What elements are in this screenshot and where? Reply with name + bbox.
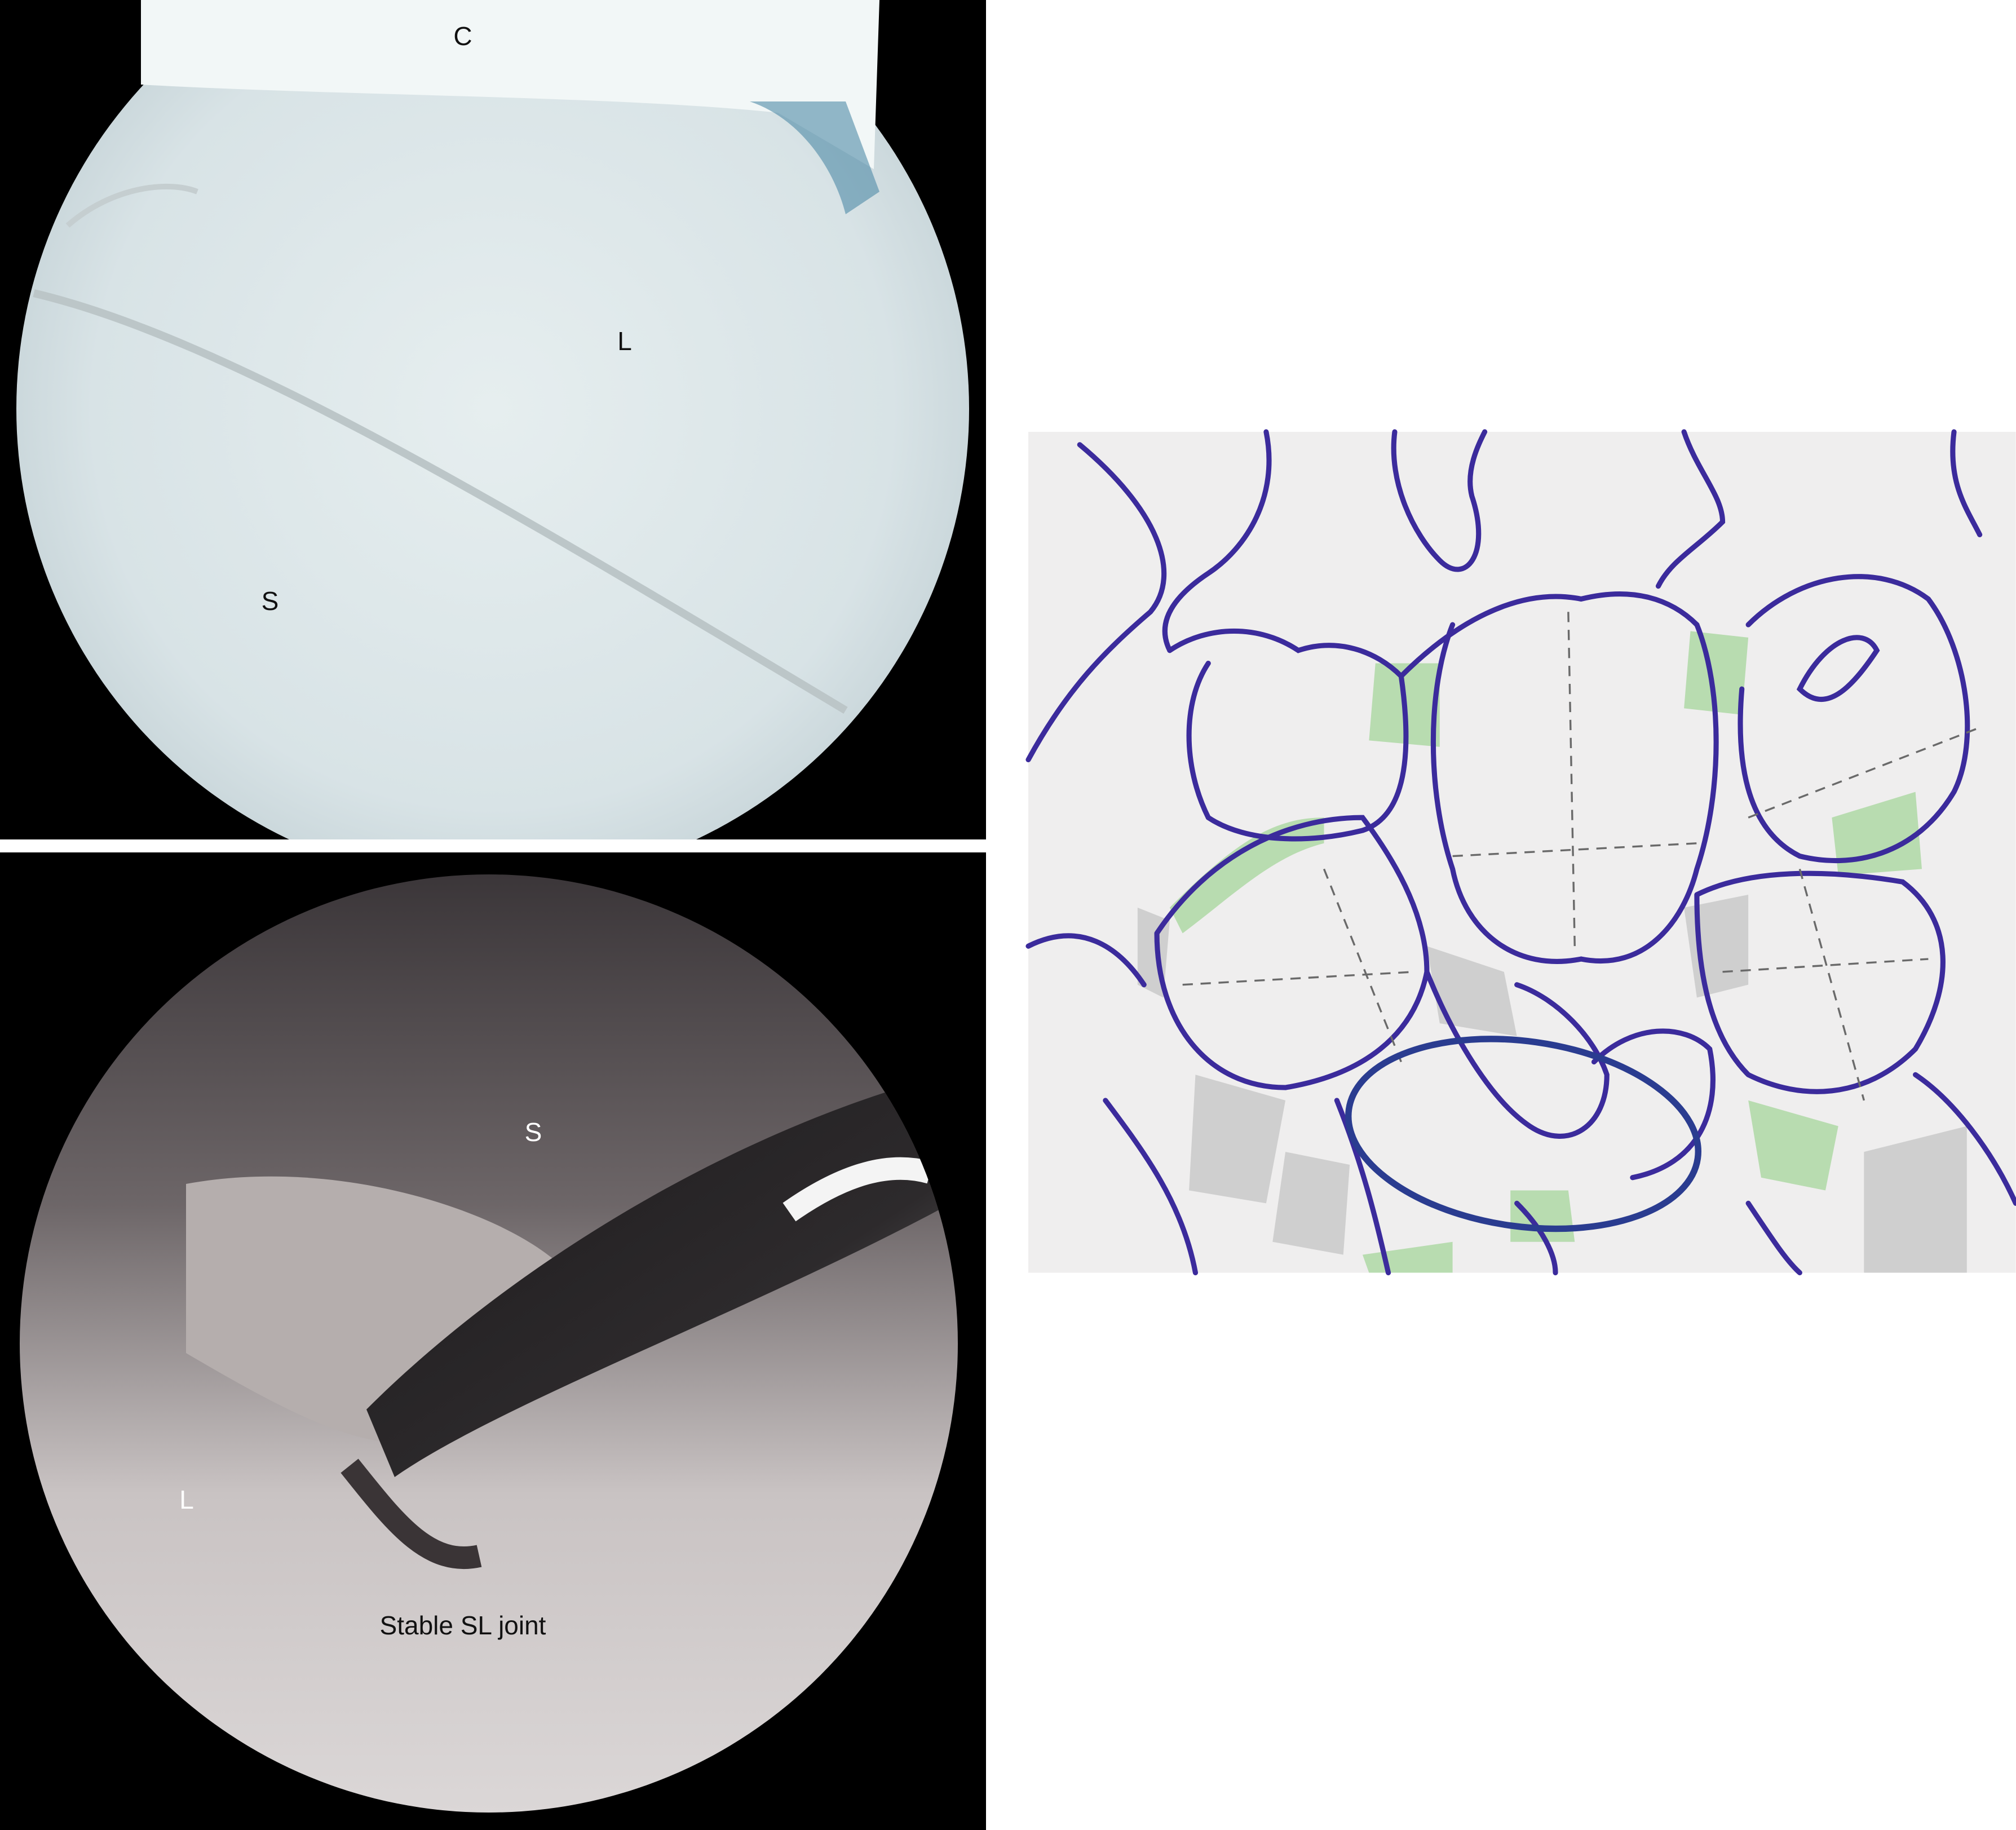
bottom-panel: S L Stable SL joint bbox=[0, 852, 986, 1830]
sl-circle bbox=[1345, 1036, 1701, 1232]
wrist-drawing bbox=[1025, 429, 2016, 1276]
axis-lines bbox=[1182, 612, 1980, 1101]
scaphoid-surface bbox=[186, 1176, 564, 1443]
top-panel: C L S bbox=[0, 0, 986, 839]
label: C bbox=[453, 21, 472, 51]
probe-highlight bbox=[782, 1157, 934, 1222]
joint-line bbox=[341, 1458, 482, 1570]
label: S bbox=[262, 586, 279, 616]
contour bbox=[65, 183, 198, 228]
probe bbox=[366, 1071, 958, 1477]
capitate-surface bbox=[141, 0, 879, 169]
bone-outlines bbox=[1025, 429, 2016, 1276]
sl-interval bbox=[33, 289, 848, 714]
label: L bbox=[617, 326, 632, 356]
shadow bbox=[750, 101, 879, 214]
label: L bbox=[179, 1485, 194, 1514]
label: S bbox=[525, 1117, 542, 1147]
scope-view bbox=[16, 0, 969, 839]
cartilage-green bbox=[1169, 631, 1922, 1273]
label: Stable SL joint bbox=[380, 1611, 546, 1640]
